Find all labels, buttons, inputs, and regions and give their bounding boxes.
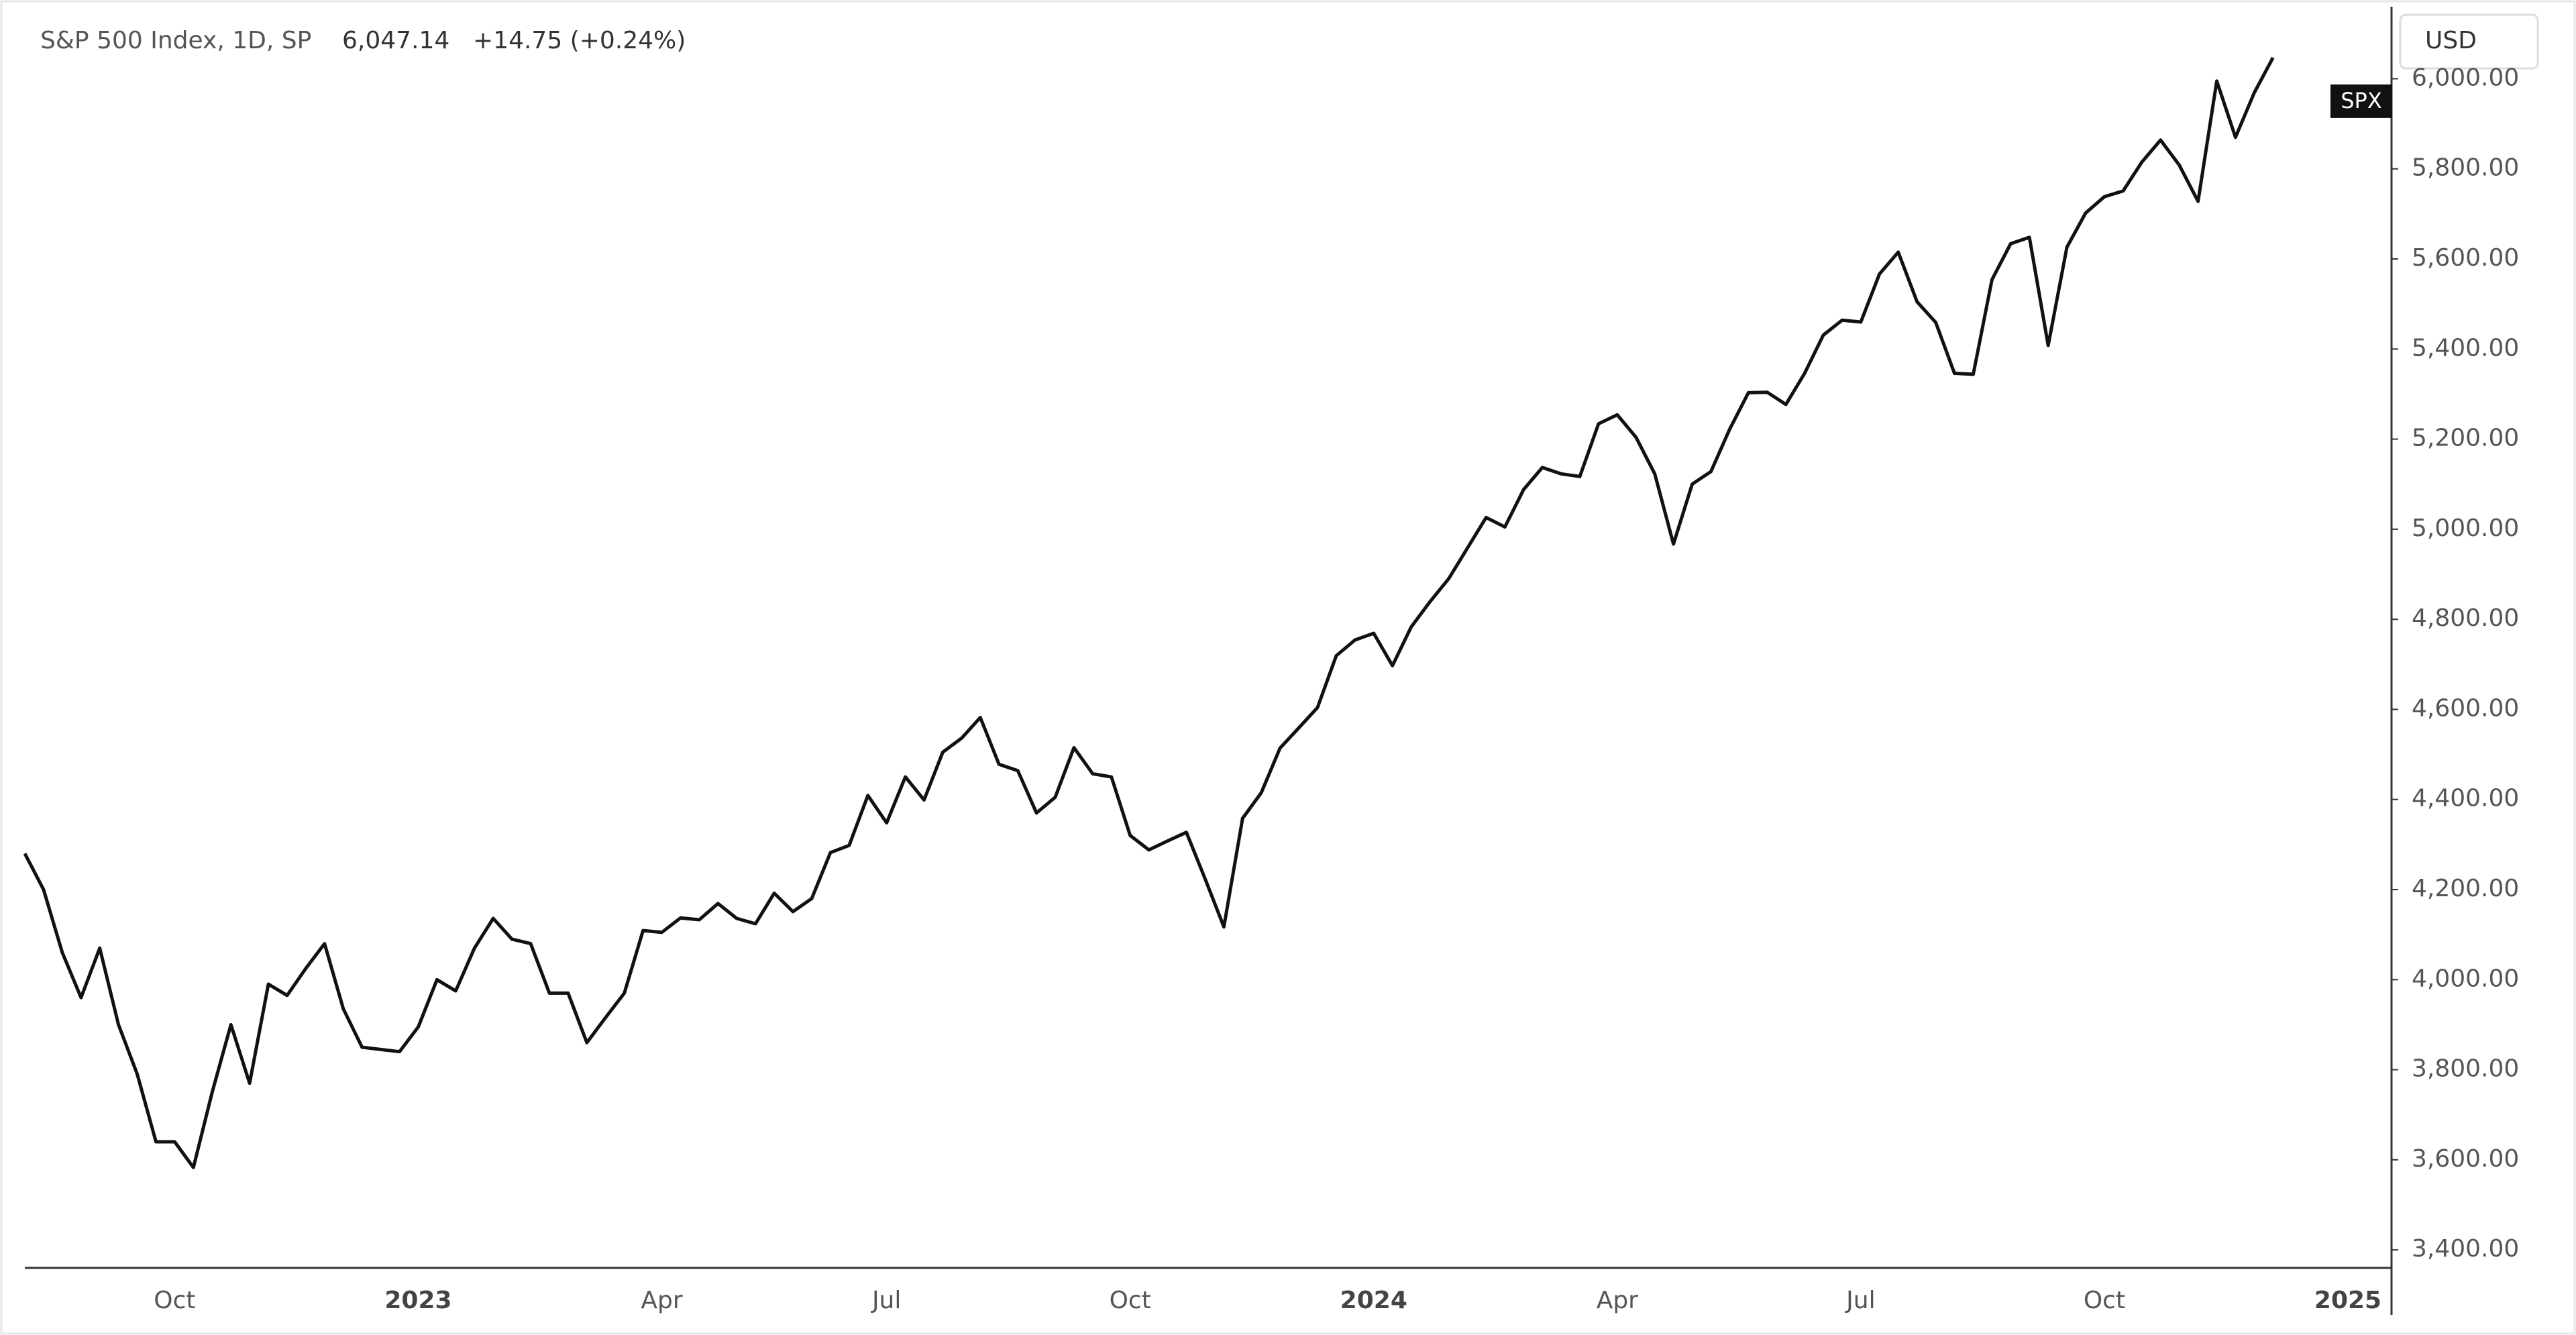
x-tick-label: 2023 [384, 1287, 451, 1314]
price-change: +14.75 (+0.24%) [473, 27, 686, 54]
x-tick-label: Oct [2084, 1287, 2125, 1314]
price-tag-label: SPX [2341, 88, 2382, 113]
x-tick-label: Oct [154, 1287, 195, 1314]
last-price: 6,047.14 [342, 27, 449, 54]
y-tick-label: 4,200.00 [2412, 875, 2519, 902]
x-tick-label: Apr [1597, 1287, 1638, 1314]
chart-title: S&P 500 Index, 1D, SP [40, 27, 311, 54]
x-tick-label: Jul [871, 1287, 901, 1314]
y-tick-label: 3,800.00 [2412, 1055, 2519, 1083]
price-line [23, 56, 2275, 1169]
y-tick-label: 3,400.00 [2412, 1235, 2519, 1263]
currency-label[interactable]: USD [2425, 27, 2477, 54]
x-tick-label: Apr [641, 1287, 682, 1314]
y-tick-label: 4,800.00 [2412, 604, 2519, 632]
y-tick-label: 5,600.00 [2412, 244, 2519, 272]
y-tick-label: 3,600.00 [2412, 1145, 2519, 1173]
y-tick-label: 6,000.00 [2412, 64, 2519, 91]
currency-button[interactable] [2399, 13, 2539, 70]
x-tick-label: Jul [1845, 1287, 1875, 1314]
y-tick-label: 5,200.00 [2412, 425, 2519, 452]
x-tick-label: 2024 [1340, 1287, 1407, 1314]
y-tick-label: 5,400.00 [2412, 334, 2519, 362]
y-tick-label: 5,000.00 [2412, 515, 2519, 542]
x-tick-label: Oct [1110, 1287, 1151, 1314]
y-tick-label: 4,400.00 [2412, 785, 2519, 812]
y-tick-label: 4,600.00 [2412, 694, 2519, 722]
x-tick-label: 2025 [2314, 1287, 2381, 1314]
y-tick-label: 5,800.00 [2412, 154, 2519, 182]
price-tag-box [2330, 84, 2392, 118]
y-tick-label: 4,000.00 [2412, 965, 2519, 992]
